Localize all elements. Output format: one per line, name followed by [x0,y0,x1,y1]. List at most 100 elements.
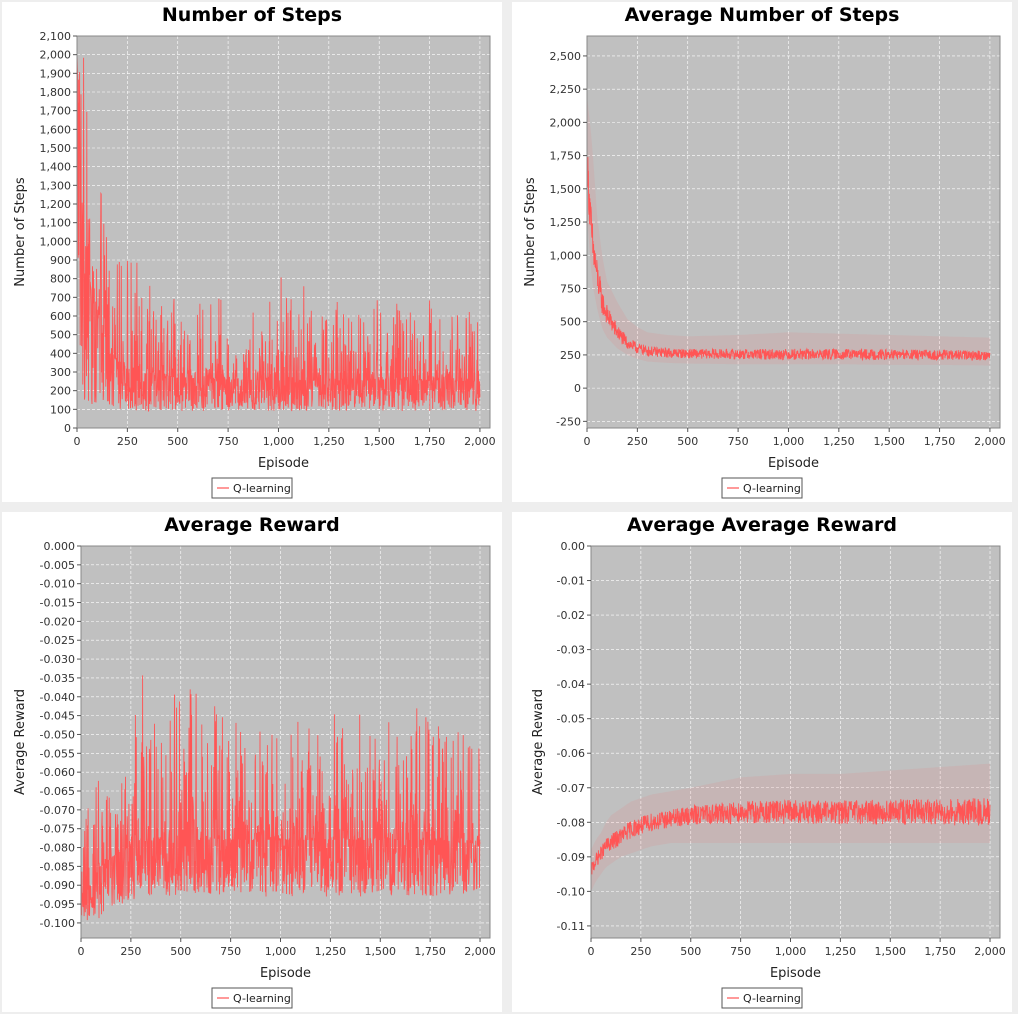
x-tick-label: 2,000 [464,435,496,448]
y-tick-label: -0.065 [40,785,75,798]
y-tick-label: -0.080 [40,842,75,855]
y-tick-label: 900 [50,254,71,267]
plot-border [76,35,491,429]
series-envelope [591,763,990,892]
chart-title: Average Reward [164,514,339,536]
y-axis: -250 0 250 500 750 1,000 1,250 1,500 1,750 2,000 2… [523,50,587,428]
y-tick-label: -0.08 [557,816,585,829]
x-axis-label: Episode [258,456,309,471]
y-tick-label: -0.005 [40,559,75,572]
series-line [80,675,481,921]
y-tick-label: 2,250 [550,83,582,96]
y-tick-label: -0.05 [557,713,585,726]
y-tick-label: 700 [50,291,71,304]
x-tick-label: 250 [117,435,138,448]
x-tick-label: 1,250 [825,945,857,958]
y-axis-label: Average Reward [531,689,546,795]
legend: Q-learning [721,987,803,1009]
y-tick-label: 1,250 [550,216,582,229]
y-tick-label: 750 [560,282,581,295]
x-tick-label: 1,500 [363,435,395,448]
y-tick-label: -0.050 [40,728,75,741]
x-tick-label: 1,750 [414,435,446,448]
x-axis: 0 250 500 750 1,000 1,250 1,500 1,750 2,000 Episo… [588,938,1006,981]
y-tick-label: 500 [560,316,581,329]
x-axis-label: Episode [770,966,821,981]
y-tick-label: -0.085 [40,860,75,873]
y-tick-label: 500 [50,329,71,342]
x-tick-label: 250 [627,435,648,448]
y-tick-label: 600 [50,310,71,323]
y-tick-label: -0.06 [557,747,585,760]
series-line [586,151,991,362]
chart-title: Average Average Reward [627,514,897,536]
y-tick-label: 1,200 [40,198,72,211]
plot-border [590,545,1001,939]
y-tick-label: -0.015 [40,597,75,610]
y-tick-label: -0.060 [40,766,75,779]
legend-label: Q-learning [743,482,801,495]
x-tick-label: 500 [680,945,701,958]
y-tick-label: 1,600 [40,123,72,136]
y-tick-label: 2,500 [550,50,582,63]
plot-border [80,545,491,939]
y-tick-label: 1,100 [40,217,72,230]
x-tick-label: 1,000 [265,945,297,958]
y-tick-label: -0.11 [557,920,585,933]
x-tick-label: 1,500 [873,435,905,448]
y-axis: 0.00 -0.01 -0.02 -0.03 -0.04 -0.05 -0.06 -0.07 -… [531,540,591,933]
chart-title: Number of Steps [162,4,342,26]
x-tick-label: 1,000 [773,435,805,448]
legend-label: Q-learning [233,482,291,495]
y-tick-label: 0 [574,382,581,395]
legend-box [211,987,293,1009]
x-tick-label: 750 [220,945,241,958]
y-tick-label: 1,000 [550,249,582,262]
y-tick-label: -0.095 [40,898,75,911]
x-axis-label: Episode [260,966,311,981]
y-tick-label: -0.01 [557,575,585,588]
legend: Q-learning [721,477,803,499]
series-line [590,798,991,875]
legend-label: Q-learning [233,992,291,1005]
x-tick-label: 1,000 [263,435,295,448]
chart-title: Average Number of Steps [625,4,900,26]
x-tick-label: 2,000 [974,945,1006,958]
y-axis-label: Number of Steps [13,177,28,287]
x-axis: 0 250 500 750 1,000 1,250 1,500 1,750 2,000 Episo… [78,938,496,981]
y-tick-label: -250 [556,415,581,428]
y-tick-label: 250 [560,349,581,362]
y-tick-label: 0.000 [44,540,76,553]
x-axis: 0 250 500 750 1,000 1,250 1,500 1,750 2,000 Episo… [584,428,1006,471]
y-tick-label: 1,800 [40,86,72,99]
series-q-learning [586,95,991,366]
chart-panel-average-reward: Average Reward Q-learning 0 250 500 750 1,000 1… [2,512,502,1012]
x-tick-label: 1,750 [924,435,956,448]
x-tick-label: 750 [730,945,751,958]
y-tick-label: -0.090 [40,879,75,892]
y-tick-label: -0.100 [40,917,75,930]
y-tick-label: 200 [50,385,71,398]
y-axis-label: Average Reward [13,689,28,795]
y-tick-label: 1,750 [550,150,582,163]
chart-svg-average-reward: Average Reward Q-learning 0 250 500 750 1,000 1… [13,514,496,1009]
series-q-learning [76,54,481,412]
y-tick-label: 1,000 [40,235,72,248]
chart-svg-average-average-reward: Average Average Reward Q-learning 0 250 500 7… [531,514,1006,1009]
y-tick-label: -0.010 [40,578,75,591]
x-tick-label: 500 [677,435,698,448]
gridlines [586,36,1000,428]
y-tick-label: 2,000 [40,49,72,62]
y-tick-label: 1,700 [40,105,72,118]
series-envelope [587,95,990,366]
y-tick-label: 2,100 [40,30,72,43]
y-tick-label: -0.09 [557,851,585,864]
y-tick-label: -0.020 [40,615,75,628]
plot-border [586,35,1001,429]
x-tick-label: 0 [588,945,595,958]
x-tick-label: 1,500 [875,945,907,958]
legend-box [721,477,803,499]
y-tick-label: -0.040 [40,691,75,704]
chart-svg-average-number-of-steps: Average Number of Steps Q-learning 0 250 500… [523,4,1006,499]
legend-label: Q-learning [743,992,801,1005]
